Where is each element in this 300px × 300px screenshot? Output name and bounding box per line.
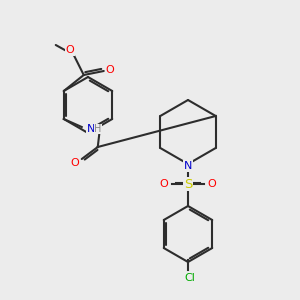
Text: O: O — [65, 45, 74, 55]
Text: H: H — [94, 124, 101, 134]
Text: O: O — [208, 179, 216, 189]
Text: N: N — [87, 124, 95, 134]
Text: S: S — [184, 178, 192, 190]
Text: O: O — [105, 65, 114, 75]
Text: O: O — [70, 158, 79, 168]
Text: O: O — [160, 179, 168, 189]
Text: Cl: Cl — [184, 273, 195, 283]
Text: N: N — [184, 161, 192, 171]
